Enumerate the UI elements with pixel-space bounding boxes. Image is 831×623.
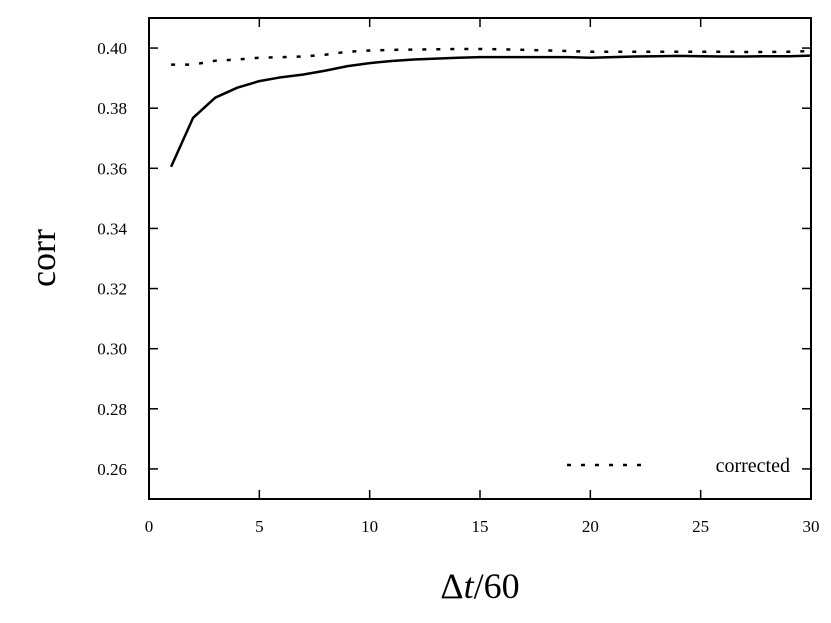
x-tick-label: 20: [582, 517, 599, 536]
y-tick-label: 0.28: [97, 400, 127, 419]
x-axis-label-delta: Δ: [440, 566, 463, 606]
series-line-raw: [169, 54, 812, 168]
x-axis-label-var: t: [464, 566, 475, 606]
x-tick-label: 15: [472, 517, 489, 536]
y-tick-label: 0.30: [97, 340, 127, 359]
y-tick-label: 0.38: [97, 99, 127, 118]
axis-ticks: 0 5 10 15 20 25 30 0.26 0.28 0.30 0.32 0.34 0.36 0.38…: [97, 18, 820, 536]
x-tick-label: 30: [803, 517, 820, 536]
x-tick-label: 0: [145, 517, 154, 536]
y-tick-label: 0.36: [97, 159, 127, 178]
x-axis-label-suffix: /60: [474, 566, 520, 606]
y-tick-label: 0.40: [97, 39, 127, 58]
series-line-corrected: [171, 47, 812, 66]
legend-label: corrected: [716, 455, 790, 477]
x-tick-label: 5: [255, 517, 264, 536]
y-tick-label: 0.34: [97, 219, 127, 238]
legend: corrected: [567, 455, 790, 477]
y-tick-label: 0.32: [97, 280, 127, 299]
y-axis-label: corr: [23, 229, 63, 287]
x-tick-label: 25: [692, 517, 709, 536]
x-tick-label: 10: [361, 517, 378, 536]
series-layer: [169, 47, 812, 168]
x-axis-label: Δt/60: [440, 566, 519, 606]
y-tick-label: 0.26: [97, 460, 127, 479]
plot-frame: [148, 17, 812, 500]
